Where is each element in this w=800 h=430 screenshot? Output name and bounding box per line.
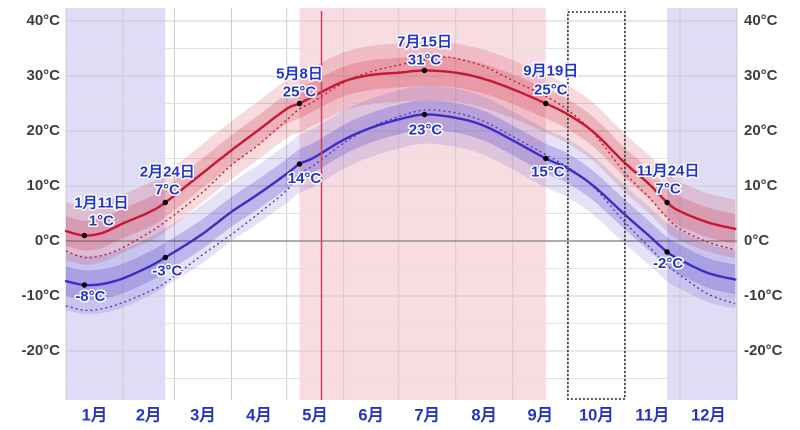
high-band-inner xyxy=(66,55,736,251)
month-label-5[interactable]: 5月 xyxy=(302,405,328,424)
month-label-8[interactable]: 8月 xyxy=(471,405,497,424)
annotation-temp-4[interactable]: 25°C xyxy=(533,80,570,100)
month-selection-rect-group xyxy=(567,11,626,400)
y-tick-right-30: 30°C xyxy=(744,67,778,84)
annotation-temp-2[interactable]: 25°C xyxy=(281,82,318,102)
low-band-inner xyxy=(66,99,736,300)
low-point-dot-11 xyxy=(664,249,670,255)
y-tick-right--20: -20°C xyxy=(744,342,783,359)
season-band-warm-season xyxy=(299,8,546,400)
y-tick-right-0: 0°C xyxy=(744,232,769,249)
annotation-date-2[interactable]: 5月8日 xyxy=(275,64,325,84)
low-point-dot-8 xyxy=(296,161,303,167)
y-tick-right-40: 40°C xyxy=(744,12,778,29)
y-axis-left: 40°C 30°C 20°C 10°C 0°C -10°C -20°C xyxy=(21,12,60,359)
season-bands xyxy=(66,8,737,400)
annotation-date-5[interactable]: 11月24日 xyxy=(635,161,701,181)
annotation-date-4[interactable]: 9月19日 xyxy=(522,61,580,81)
y-tick-right-20: 20°C xyxy=(744,122,778,139)
annotation-date-3[interactable]: 7月15日 xyxy=(395,32,453,52)
x-axis-months: 1月 2月 3月 4月 5月 6月 7月 8月 9月 10月 11月 12月 xyxy=(82,405,726,424)
high-band-outer xyxy=(66,41,736,265)
high-point-dot-0 xyxy=(81,232,88,239)
annotation-temp-10[interactable]: 15°C xyxy=(530,162,567,182)
high-point-dot-5 xyxy=(664,199,670,206)
month-label-12[interactable]: 12月 xyxy=(691,405,726,424)
month-label-2[interactable]: 2月 xyxy=(136,405,162,424)
month-label-10[interactable]: 10月 xyxy=(579,405,614,424)
low-point-dot-10 xyxy=(543,155,549,162)
month-label-6[interactable]: 6月 xyxy=(358,405,384,424)
annotation-temp-0[interactable]: 1°C xyxy=(87,211,115,231)
data-point-dots xyxy=(81,67,670,288)
y-tick-left-30: 30°C xyxy=(26,67,60,84)
high-point-dot-2 xyxy=(296,100,303,107)
annotations: 1月11日1°C2月24日7°C5月8日25°C7月15日31°C9月19日25… xyxy=(73,32,701,307)
y-axis-right: 40°C 30°C 20°C 10°C 0°C -10°C -20°C xyxy=(744,12,783,359)
annotation-temp-5[interactable]: 7°C xyxy=(654,179,682,199)
annotation-date-0[interactable]: 1月11日 xyxy=(73,193,130,213)
month-label-1[interactable]: 1月 xyxy=(82,405,108,424)
month-label-3[interactable]: 3月 xyxy=(190,405,216,424)
month-selection-rect[interactable] xyxy=(567,11,626,400)
y-tick-right--10: -10°C xyxy=(744,287,783,304)
annotation-temp-6[interactable]: -8°C xyxy=(74,286,107,306)
month-label-4[interactable]: 4月 xyxy=(246,405,272,424)
annotation-temp-9[interactable]: 23°C xyxy=(407,120,444,140)
low-point-dot-9 xyxy=(421,111,428,118)
annotation-temp-3[interactable]: 31°C xyxy=(406,50,443,70)
perceived-high-line xyxy=(65,56,736,259)
high-point-dot-4 xyxy=(543,100,549,107)
month-label-11[interactable]: 11月 xyxy=(635,405,669,424)
y-tick-left--10: -10°C xyxy=(21,287,60,304)
perceived-low-line xyxy=(65,109,736,312)
y-tick-left--20: -20°C xyxy=(21,342,60,359)
annotation-temp-11[interactable]: -2°C xyxy=(652,253,685,273)
high-point-dot-3 xyxy=(421,67,428,74)
average-low-line xyxy=(64,113,737,287)
high-point-dot-1 xyxy=(162,199,168,206)
annotation-temp-1[interactable]: 7°C xyxy=(153,180,181,200)
low-point-dot-7 xyxy=(162,254,168,261)
y-tick-left-10: 10°C xyxy=(26,177,60,194)
month-label-7[interactable]: 7月 xyxy=(414,405,440,424)
average-high-line xyxy=(64,69,737,237)
y-tick-left-0: 0°C xyxy=(35,232,60,249)
low-point-dot-6 xyxy=(81,282,88,288)
y-tick-left-40: 40°C xyxy=(26,12,60,29)
season-band-cold-season-end xyxy=(667,8,737,400)
annotation-temp-8[interactable]: 14°C xyxy=(286,168,323,188)
temperature-curves xyxy=(64,56,737,312)
annotation-temp-7[interactable]: -3°C xyxy=(151,261,184,281)
annotation-date-1[interactable]: 2月24日 xyxy=(138,162,196,182)
y-tick-right-10: 10°C xyxy=(744,177,778,194)
month-label-9[interactable]: 9月 xyxy=(527,405,553,424)
season-band-cold-season-start xyxy=(66,8,166,400)
y-tick-left-20: 20°C xyxy=(26,122,60,139)
